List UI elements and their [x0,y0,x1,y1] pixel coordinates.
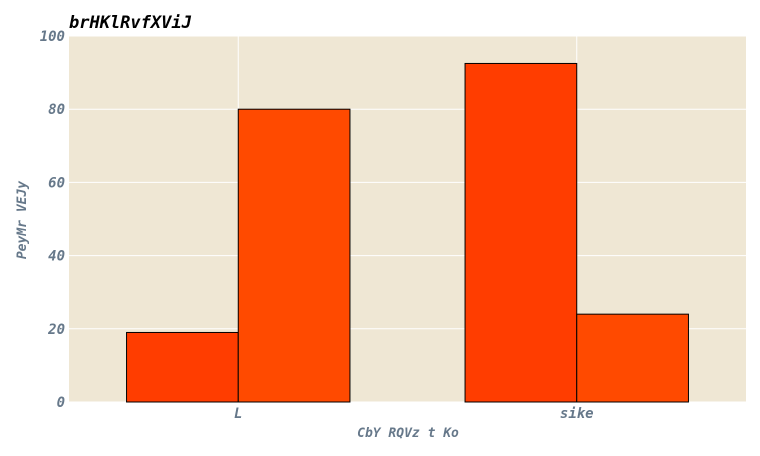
y-tick-label: 20 [47,322,65,338]
bars [126,62,689,403]
x-tick-label: L [234,406,242,422]
y-tick-label: 80 [48,102,65,118]
y-axis-title: PeyMr VEJy [15,181,30,259]
chart-title: brHKlRvfXViJ [69,13,192,33]
y-axis-ticks: 0 20 40 60 80 100 [40,29,65,411]
bar-series2-L [237,108,351,403]
x-axis-title: CbY RQVz t Ko [357,426,459,441]
y-tick-label: 100 [40,29,65,45]
y-tick-label: 0 [57,395,65,411]
y-tick-label: 60 [48,175,65,191]
bar-series1-sike [464,62,578,403]
y-tick-label: 40 [48,249,65,265]
x-tick-label: sike [560,406,594,422]
bar-series1-L [126,331,239,403]
bar-series2-sike [576,313,689,403]
